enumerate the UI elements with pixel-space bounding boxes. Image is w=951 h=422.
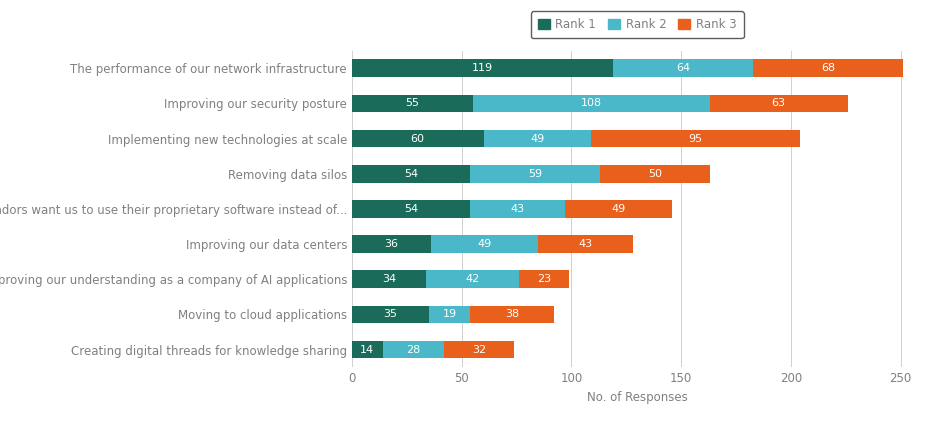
Text: 68: 68 [821,63,835,73]
Text: 64: 64 [676,63,690,73]
Text: 49: 49 [611,204,626,214]
Bar [352,271,426,288]
X-axis label: No. of Responses: No. of Responses [587,390,688,403]
Bar [592,130,800,147]
Bar [518,271,569,288]
Bar [426,271,518,288]
Text: 55: 55 [405,98,419,108]
Bar [352,165,471,182]
Bar [352,306,429,323]
Bar [471,306,553,323]
Text: 50: 50 [648,169,662,179]
Bar [429,306,471,323]
Bar [565,200,672,218]
Bar [444,341,514,358]
Text: 60: 60 [411,133,425,143]
Bar [471,165,600,182]
Text: 38: 38 [505,309,519,319]
Bar [753,60,902,77]
Text: 49: 49 [531,133,544,143]
Bar [352,235,431,253]
Text: 34: 34 [382,274,397,284]
Text: 35: 35 [383,309,398,319]
Bar [471,200,565,218]
Bar [709,95,848,112]
Bar [613,60,753,77]
Bar [538,235,632,253]
Text: 19: 19 [442,309,456,319]
Text: 28: 28 [406,344,420,354]
Bar [473,95,709,112]
Bar [352,341,382,358]
Text: 14: 14 [360,344,375,354]
Bar [382,341,444,358]
Bar [600,165,709,182]
Text: 36: 36 [384,239,398,249]
Text: 49: 49 [477,239,492,249]
Text: 42: 42 [465,274,479,284]
Bar [352,60,613,77]
Text: 59: 59 [528,169,542,179]
Bar [483,130,592,147]
Legend: Rank 1, Rank 2, Rank 3: Rank 1, Rank 2, Rank 3 [531,11,744,38]
Text: 43: 43 [578,239,592,249]
Bar [352,130,483,147]
Bar [431,235,538,253]
Text: 119: 119 [472,63,493,73]
Text: 54: 54 [404,169,418,179]
Bar [352,95,473,112]
Text: 95: 95 [689,133,703,143]
Bar [352,200,471,218]
Text: 32: 32 [472,344,486,354]
Text: 23: 23 [536,274,551,284]
Text: 43: 43 [511,204,525,214]
Text: 108: 108 [580,98,602,108]
Text: 63: 63 [771,98,786,108]
Text: 54: 54 [404,204,418,214]
